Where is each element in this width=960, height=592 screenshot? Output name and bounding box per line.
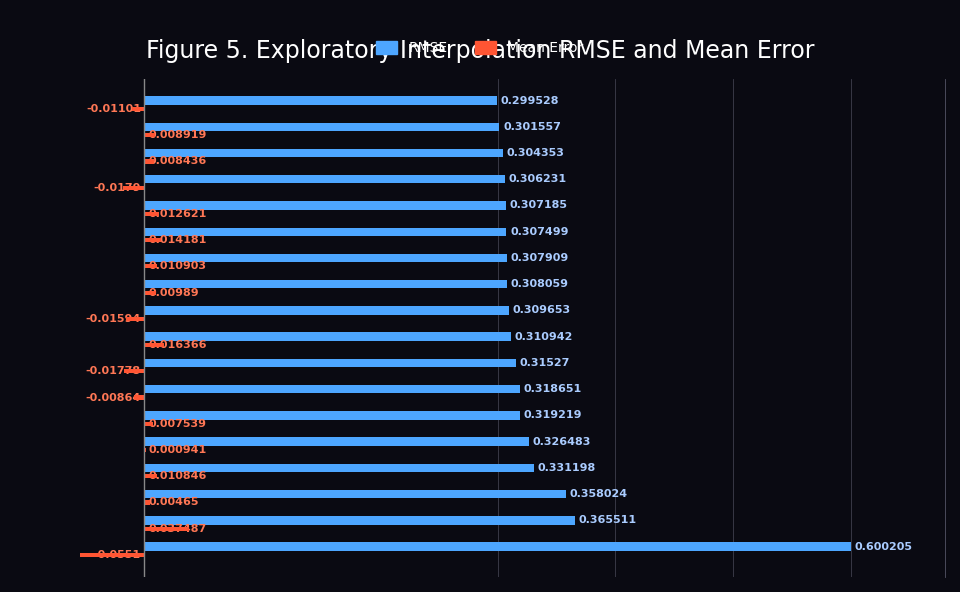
Bar: [145, 291, 156, 295]
Text: 0.010846: 0.010846: [148, 471, 206, 481]
Bar: [126, 317, 145, 321]
Bar: [145, 422, 154, 426]
Text: 0.600205: 0.600205: [854, 542, 913, 552]
Bar: [145, 385, 519, 393]
Bar: [145, 343, 164, 347]
Text: 0.306231: 0.306231: [509, 174, 566, 184]
Bar: [145, 280, 507, 288]
Bar: [145, 264, 157, 268]
Bar: [132, 107, 145, 111]
Text: 0.319219: 0.319219: [524, 410, 583, 420]
Text: -0.00864: -0.00864: [85, 392, 141, 403]
Text: -0.0551: -0.0551: [94, 550, 141, 560]
Bar: [134, 395, 145, 400]
Bar: [145, 201, 506, 210]
Bar: [145, 254, 507, 262]
Text: 0.31527: 0.31527: [519, 358, 569, 368]
Bar: [145, 527, 188, 531]
Text: -0.01101: -0.01101: [86, 104, 141, 114]
Bar: [145, 227, 507, 236]
Bar: [145, 333, 511, 341]
Bar: [145, 411, 520, 420]
Bar: [145, 123, 499, 131]
Bar: [145, 96, 497, 105]
Bar: [145, 238, 161, 242]
Text: 0.008919: 0.008919: [148, 130, 206, 140]
Bar: [145, 149, 503, 157]
Text: 0.00465: 0.00465: [148, 497, 199, 507]
Text: 0.309653: 0.309653: [513, 305, 570, 316]
Text: 0.000941: 0.000941: [148, 445, 206, 455]
Text: -0.01778: -0.01778: [85, 366, 141, 377]
Bar: [145, 133, 155, 137]
Bar: [145, 212, 159, 216]
Bar: [145, 175, 505, 184]
Text: 0.301557: 0.301557: [503, 122, 561, 132]
Text: 0.307909: 0.307909: [511, 253, 568, 263]
Text: 0.318651: 0.318651: [523, 384, 582, 394]
Text: 0.307499: 0.307499: [510, 227, 568, 237]
Title: Figure 5. Exploratory Interpolation RMSE and Mean Error: Figure 5. Exploratory Interpolation RMSE…: [146, 38, 814, 63]
Text: 0.331198: 0.331198: [538, 463, 596, 473]
Bar: [145, 542, 852, 551]
Bar: [124, 185, 145, 190]
Text: 0.365511: 0.365511: [578, 515, 636, 525]
Text: 0.299528: 0.299528: [500, 95, 559, 105]
Text: 0.00989: 0.00989: [148, 288, 199, 298]
Bar: [145, 306, 509, 314]
Text: 0.308059: 0.308059: [511, 279, 568, 289]
Bar: [145, 500, 150, 504]
Bar: [145, 490, 566, 498]
Bar: [145, 464, 535, 472]
Text: 0.014181: 0.014181: [148, 235, 206, 245]
Bar: [145, 516, 575, 525]
Text: 0.008436: 0.008436: [148, 156, 206, 166]
Text: 0.037487: 0.037487: [148, 524, 206, 534]
Text: 0.358024: 0.358024: [569, 489, 628, 499]
Text: -0.0179: -0.0179: [93, 183, 141, 192]
Text: 0.016366: 0.016366: [148, 340, 206, 350]
Bar: [124, 369, 145, 374]
Legend: RMSE, Mean Error: RMSE, Mean Error: [371, 36, 589, 61]
Text: 0.307185: 0.307185: [510, 201, 567, 211]
Text: -0.01594: -0.01594: [85, 314, 141, 324]
Text: 0.007539: 0.007539: [148, 419, 206, 429]
Text: 0.012621: 0.012621: [148, 209, 206, 219]
Bar: [145, 474, 157, 478]
Bar: [145, 159, 155, 163]
Bar: [145, 437, 529, 446]
Bar: [145, 359, 516, 367]
Text: 0.010903: 0.010903: [148, 261, 206, 271]
Text: 0.310942: 0.310942: [514, 332, 572, 342]
Bar: [145, 448, 146, 452]
Text: 0.326483: 0.326483: [533, 437, 590, 446]
Bar: [80, 553, 145, 557]
Text: 0.304353: 0.304353: [506, 148, 564, 158]
